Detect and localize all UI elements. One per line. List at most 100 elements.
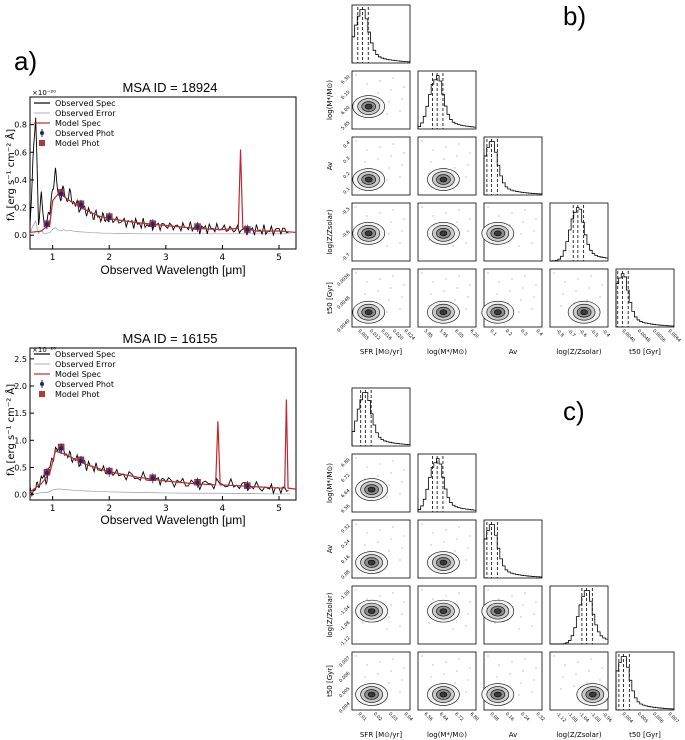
sample-point [564,281,566,283]
sample-point [469,601,471,603]
sample-point [445,529,447,531]
sample-point [421,523,423,525]
histogram-panel [549,585,609,645]
x-tick-label: -0.96 [601,711,614,724]
sample-point [588,670,590,672]
legend-label: Observed Phot [55,129,114,138]
sample-point [379,278,381,280]
sample-point [364,676,366,678]
legend-marker [39,140,45,146]
sample-point [421,272,423,274]
panel-frame [351,4,411,64]
legend-label: Observed Error [55,360,116,369]
y-tick-label: -0.6 [341,229,352,240]
sample-point [560,305,562,307]
sample-point [524,209,526,211]
x-tick-label: 0.16 [504,711,515,722]
y-param-label: Av [326,545,334,554]
legend-label: Observed Phot [55,380,114,389]
y-tick-label: 0.0056 [336,272,351,287]
sample-point [577,278,579,280]
x-axis-label: Observed Wavelength [μm] [100,263,245,277]
y-tick-label: -1.04 [339,604,352,617]
x-tick-label: 5 [276,504,282,514]
sample-point [443,290,445,292]
sample-point [386,628,388,630]
sample-point [403,86,405,88]
series-observed-error [29,488,291,495]
sample-point [458,143,460,145]
sample-point [458,658,460,660]
sample-point [467,613,469,615]
x-tick-label: -1.00 [589,711,602,724]
sample-point [379,463,381,465]
x-param-label: log(M*/M⊙) [427,348,467,356]
histogram-steps [417,458,476,512]
sample-point [379,212,381,214]
sample-point [586,682,588,684]
contour-panel [481,651,543,711]
sample-point [456,538,458,540]
sample-point [392,209,394,211]
x-param-label: log(Z/Zsolar) [556,348,601,356]
observed-phot-point [59,446,64,451]
sample-point [465,176,467,178]
panel-frame [615,651,675,711]
sample-point [445,661,447,663]
histogram-panel [615,268,675,328]
x-tick-label: 3 [163,253,169,263]
y-param-label: log(Z/Zsolar) [326,209,334,254]
observed-phot-point [107,469,112,474]
x-tick-label: 4 [220,504,226,514]
x-tick-label: 0.006 [651,711,664,724]
sample-point [535,218,537,220]
sample-point [496,293,498,295]
sample-point [535,601,537,603]
panel-frame [615,268,675,328]
sample-point [392,77,394,79]
histogram-steps [615,273,674,327]
x-tick-label: 0.004 [621,711,634,724]
sample-point [586,299,588,301]
scale-label: ×10⁻²⁰ [32,89,56,97]
y-tick-label: 2.0 [14,382,27,391]
sample-point [522,604,524,606]
sample-point [562,293,564,295]
sample-point [496,676,498,678]
y-tick-label: 1.5 [14,409,27,418]
plot-frame [29,347,297,501]
density-contour [493,230,502,237]
y-tick-label: 0.004 [338,701,351,714]
sample-point [377,290,379,292]
y-tick-label: 6.56 [340,503,351,514]
y-tick-label: -0.7 [341,252,352,263]
sample-point [421,140,423,142]
density-contour [364,230,373,237]
legend-marker [40,382,44,386]
contour-panel [351,519,411,579]
observed-phot-point [59,191,64,196]
y-axis-label: fλ [erg s⁻¹ cm⁻² Å] [4,129,17,221]
sample-point [575,673,577,675]
y-tick-label: 6.30 [340,74,351,85]
sample-point [456,670,458,672]
histogram-steps [417,75,476,129]
sample-point [469,284,471,286]
contour-panel [351,453,411,513]
y-tick-label: 0.0 [14,231,27,240]
sample-point [498,664,500,666]
contour-panel [481,585,543,645]
legend-label: Model Phot [55,139,100,148]
sample-point [452,245,454,247]
histogram-panel [351,387,411,447]
y-tick-label: 0.1 [342,186,351,195]
sample-point [366,598,368,600]
x-tick-label: 6.56 [423,711,434,722]
sample-point [487,589,489,591]
observed-phot-point [78,202,83,207]
sample-point [388,616,390,618]
observed-phot-point [245,227,250,232]
sample-point [465,242,467,244]
x-tick-label: -0.4 [601,328,612,339]
